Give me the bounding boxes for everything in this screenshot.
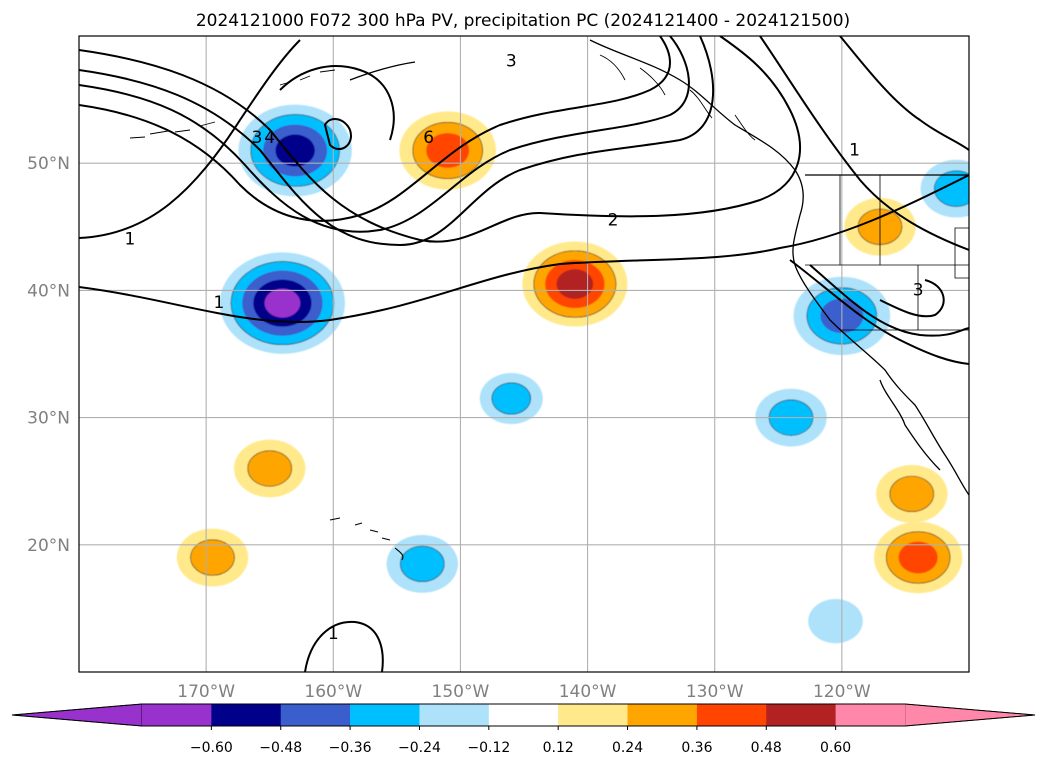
colorbar-under-extension [11,703,143,727]
colorbar-segment [142,704,212,726]
colorbar [11,703,1036,727]
colorbar-tick-label: 0.36 [681,740,712,756]
pv-contour-label: 1 [849,140,860,160]
state-lines [805,175,969,331]
colorbar-segment [696,704,767,726]
coastlines [129,39,969,561]
latitude-tick-labels: 50°N 40°N 30°N 20°N [27,154,70,556]
colorbar-tick-label: 0.48 [751,740,782,756]
colorbar-segment [766,704,836,726]
colorbar-segment [419,704,490,726]
pv-contour-4b [279,65,395,141]
pv-contour-2 [79,36,801,243]
pv-contour-3a [79,36,715,247]
pv-contour-label: 2 [608,210,619,230]
colorbar-tick-label: −0.60 [190,740,233,756]
pv-contour-3b [79,36,690,233]
pv-contour-6 [323,118,352,150]
colorbar-segment [558,704,628,726]
colorbar-tick-label: 0.60 [820,740,851,756]
colorbar-segment [627,704,698,726]
x-tick-label: 160°W [304,682,362,702]
north-america-coast [589,39,969,496]
colorbar-segment [488,704,559,726]
x-tick-label: 120°W [813,682,871,702]
colorbar-segment [350,704,420,726]
pv-contour-lines [79,36,969,672]
x-tick-label: 130°W [686,682,744,702]
pv-contour-label: 3 [506,51,517,71]
pv-contour-1-north [79,39,301,239]
pv-contour-label: 1 [124,230,135,250]
precip-anomaly-13 [386,534,458,593]
chart-title: 2024121000 F072 300 hPa PV, precipitatio… [196,11,850,31]
y-tick-label: 20°N [27,536,70,556]
colorbar-tick-label: −0.48 [259,740,302,756]
precip-anomaly-1 [219,252,346,354]
y-tick-label: 50°N [27,154,70,174]
colorbar-outline [11,703,1036,727]
y-tick-label: 40°N [27,281,70,301]
precip-anomaly-9 [176,528,249,587]
colorbar-over-extension [904,703,1036,727]
pv-contour-east-3 [789,259,969,365]
x-tick-label: 140°W [559,682,617,702]
colorbar-segment [211,704,282,726]
alaska-coast [349,61,416,81]
colorbar-tick-label: 0.12 [543,740,574,756]
y-tick-label: 30°N [27,409,70,429]
longitude-tick-labels: 170°W 160°W 150°W 140°W 130°W 120°W [177,682,871,702]
pv-contour-label: 1 [213,293,224,313]
precip-anomaly-2 [399,111,497,190]
pv-contour-label: 3 [252,128,263,148]
precip-anomaly-10 [874,521,963,594]
bc-islands [599,54,756,141]
colorbar-tick-label: −0.12 [467,740,510,756]
precip-anomaly-7 [479,373,543,425]
aleutian-islands [129,69,336,139]
precip-anomaly-12 [920,159,969,218]
colorbar-segment [280,704,351,726]
pv-contour-label: 3 [913,280,924,300]
precip-anomaly-3 [522,241,628,327]
gridlines [79,36,969,672]
hawaii-islands [329,517,404,561]
colorbar-tick-label: 0.24 [612,740,643,756]
pv-contour-east-1 [839,36,969,151]
pv-contour-label: 6 [423,128,434,148]
baja-peninsula [879,379,941,471]
colorbar-tick-labels: −0.60 −0.48 −0.36 −0.24 −0.12 0.12 0.24 0.36 0.4… [190,726,851,756]
map-frame [78,35,970,673]
pv-contour-east-2 [759,36,969,251]
colorbar-tick-label: −0.36 [329,740,372,756]
colorbar-segment [835,704,906,726]
pv-contour-east-4 [809,264,969,337]
x-tick-label: 150°W [432,682,490,702]
pv-contour-east-5 [879,279,945,318]
precip-anomaly-11 [876,465,948,523]
precip-anomaly-8 [234,439,306,498]
colorbar-tick-label: −0.24 [398,740,441,756]
pv-contour-4 [79,36,671,222]
pv-contour-south [304,620,384,672]
precip-anomaly-14 [808,599,863,644]
x-tick-label: 170°W [177,682,235,702]
pv-contour-label: 4 [264,128,275,148]
pv-contour-1-south [79,174,969,323]
pv-contour-label: 1 [328,624,339,644]
